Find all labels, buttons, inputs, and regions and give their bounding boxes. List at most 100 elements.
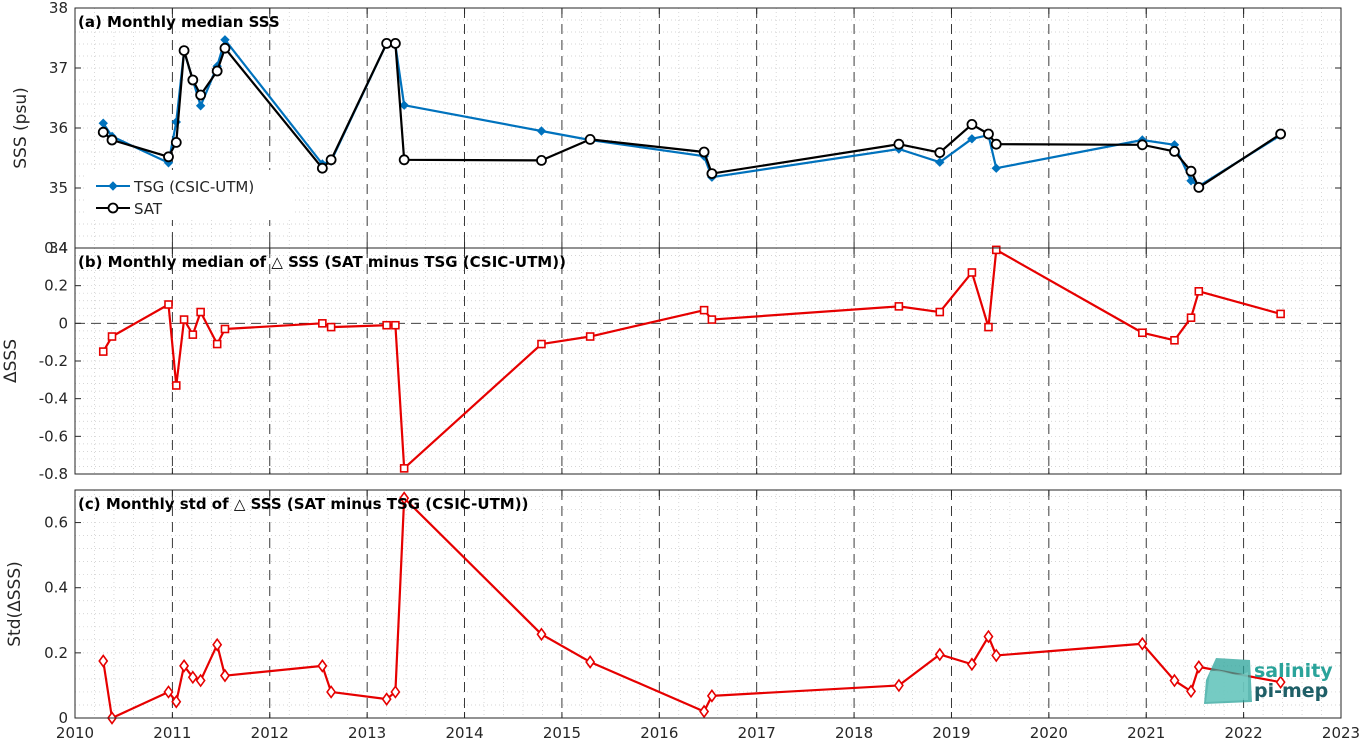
x-tick-label: 2018 bbox=[835, 724, 873, 742]
data-point bbox=[399, 464, 409, 473]
data-point bbox=[706, 688, 717, 703]
y-tick-label: -0.2 bbox=[39, 352, 68, 370]
data-point bbox=[934, 147, 946, 159]
logo-text-salinity: salinity bbox=[1254, 660, 1333, 682]
data-point bbox=[966, 657, 977, 672]
data-point bbox=[984, 322, 993, 332]
data-point bbox=[382, 320, 391, 330]
plot-area bbox=[75, 490, 1341, 718]
data-point bbox=[195, 101, 206, 111]
data-point bbox=[935, 307, 945, 317]
legend-label-tsg: TSG (CSIC-UTM) bbox=[133, 178, 254, 196]
y-tick-label: 0 bbox=[58, 314, 68, 332]
data-point bbox=[390, 685, 401, 699]
x-tick-label: 2019 bbox=[932, 724, 970, 742]
data-point bbox=[196, 307, 205, 317]
data-point bbox=[1194, 287, 1204, 296]
data-point bbox=[399, 100, 409, 110]
data-point bbox=[179, 659, 190, 673]
series-line-1 bbox=[102, 42, 1282, 189]
panel-1: -0.8 -0.6 -0.4 -0.2 0 0.2 0.4 ΔSSS (b) Monthly m… bbox=[1, 239, 1342, 483]
series-line-0 bbox=[102, 248, 1281, 470]
data-point bbox=[171, 381, 181, 390]
data-point bbox=[381, 38, 393, 49]
x-tick-label: 2022 bbox=[1225, 724, 1263, 742]
data-point bbox=[991, 648, 1002, 663]
panel-title: (b) Monthly median of △ SSS (SAT minus T… bbox=[78, 253, 566, 271]
data-point bbox=[1276, 309, 1285, 319]
data-point bbox=[1186, 176, 1196, 186]
data-point bbox=[1169, 145, 1180, 157]
data-point bbox=[391, 320, 400, 330]
panel-title: (a) Monthly median SSS bbox=[78, 13, 280, 31]
data-point bbox=[935, 157, 945, 167]
x-tick-label: 2010 bbox=[56, 724, 94, 742]
logo-text-pi-mep: pi-mep bbox=[1254, 680, 1328, 702]
data-point bbox=[170, 136, 182, 148]
y-tick-label: 38 bbox=[49, 0, 68, 17]
data-point bbox=[212, 637, 223, 652]
y-axis-label: Std(ΔSSS) bbox=[5, 561, 25, 647]
data-point bbox=[536, 627, 547, 642]
y-tick-label: 35 bbox=[49, 179, 68, 197]
data-point bbox=[219, 42, 231, 54]
y-tick-label: 0.6 bbox=[44, 514, 68, 532]
y-tick-label: 0.2 bbox=[44, 644, 68, 662]
data-point bbox=[163, 685, 174, 699]
data-point bbox=[178, 45, 190, 56]
y-tick-label: -0.8 bbox=[39, 465, 68, 483]
axes-frame bbox=[74, 489, 1342, 719]
data-point bbox=[1169, 673, 1180, 688]
data-point bbox=[220, 324, 230, 334]
x-tick-label: 2016 bbox=[640, 724, 678, 742]
data-point bbox=[219, 668, 230, 683]
x-tick-label: 2020 bbox=[1030, 724, 1068, 742]
data-point bbox=[163, 151, 174, 163]
data-point bbox=[399, 491, 410, 506]
x-tick-label: 2017 bbox=[738, 724, 776, 742]
data-point bbox=[967, 134, 977, 144]
legend-box bbox=[86, 170, 294, 220]
data-point bbox=[966, 119, 978, 130]
data-point bbox=[699, 704, 710, 719]
y-axis-label: SSS (psu) bbox=[11, 87, 31, 168]
x-tick-label: 2014 bbox=[445, 724, 483, 742]
data-point bbox=[317, 659, 328, 673]
data-point bbox=[893, 678, 904, 693]
data-point bbox=[983, 128, 994, 140]
y-tick-label: 37 bbox=[49, 59, 68, 77]
data-point bbox=[585, 332, 595, 341]
data-point bbox=[325, 154, 337, 166]
data-point bbox=[1185, 165, 1197, 177]
data-point bbox=[536, 126, 547, 136]
x-tick-label: 2023 bbox=[1322, 724, 1360, 742]
y-tick-label: 0 bbox=[58, 709, 68, 727]
y-tick-label: 34 bbox=[49, 239, 68, 257]
panel-2: 0 0.2 0.4 0.6 2010 2011 2012 2013 2014 2015 2016 20… bbox=[5, 489, 1360, 742]
data-point bbox=[1193, 660, 1204, 674]
data-point bbox=[316, 162, 328, 174]
data-point bbox=[381, 692, 392, 706]
data-point bbox=[707, 315, 717, 324]
data-point bbox=[106, 134, 118, 146]
data-point bbox=[1170, 335, 1179, 345]
data-point bbox=[195, 89, 207, 101]
data-point bbox=[326, 685, 337, 699]
data-point bbox=[97, 126, 109, 138]
data-point bbox=[171, 694, 182, 709]
data-point bbox=[1186, 684, 1197, 699]
y-tick-label: 0.4 bbox=[44, 579, 68, 597]
data-point bbox=[164, 300, 173, 309]
data-point bbox=[318, 319, 327, 328]
data-point bbox=[991, 245, 1001, 255]
data-point bbox=[706, 168, 718, 180]
data-point bbox=[983, 629, 994, 644]
data-point bbox=[536, 154, 547, 166]
data-point bbox=[187, 74, 199, 86]
data-point bbox=[1186, 313, 1196, 322]
data-point bbox=[1275, 675, 1286, 690]
data-point bbox=[107, 332, 117, 341]
axes-frame bbox=[74, 247, 1342, 475]
data-point bbox=[990, 138, 1002, 150]
data-point bbox=[398, 154, 410, 166]
